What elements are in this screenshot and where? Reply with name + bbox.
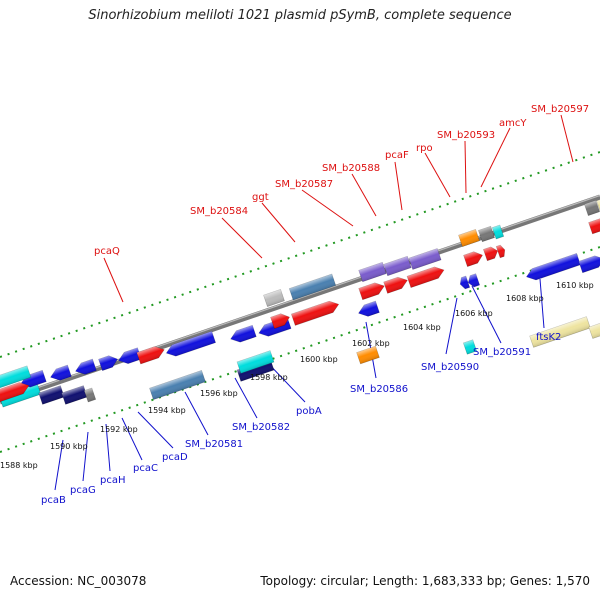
gene-feature-gray bbox=[83, 387, 97, 403]
gene-label-upper: rpo bbox=[416, 143, 433, 154]
gene-feature-red bbox=[463, 251, 483, 267]
gene-feature-purple bbox=[383, 255, 412, 277]
scale-tick-label: 1608 kbp bbox=[506, 294, 544, 303]
scale-tick-label: 1590 kbp bbox=[50, 442, 88, 451]
gene-feature-red bbox=[358, 282, 385, 301]
gene-features bbox=[0, 193, 600, 408]
scale-tick-label: 1596 kbp bbox=[200, 389, 238, 398]
gene-feature-red bbox=[588, 218, 600, 235]
gene-labels: pcaQ SM_b20584 ggt SM_b20587 SM_b20588 pcaF rp… bbox=[41, 104, 589, 506]
gene-feature-cyan bbox=[491, 224, 505, 240]
scale-tick-label: 1606 kbp bbox=[455, 309, 493, 318]
summary-text: Topology: circular; Length: 1,683,333 bp… bbox=[260, 574, 590, 588]
gene-feature-blue bbox=[118, 347, 142, 364]
gene-label-upper: pcaF bbox=[385, 150, 409, 161]
gene-feature-red bbox=[483, 246, 499, 262]
gene-label-upper: SM_b20587 bbox=[275, 179, 333, 190]
gene-feature-gray bbox=[584, 200, 600, 216]
gene-label-lower: SM_b20586 bbox=[350, 384, 408, 395]
scale-tick-label: 1604 kbp bbox=[403, 323, 441, 332]
gene-feature-navy bbox=[61, 385, 88, 405]
gene-feature-khaki bbox=[596, 193, 600, 213]
gene-label-lower: SM_b20582 bbox=[232, 422, 290, 433]
gene-feature-khaki bbox=[529, 316, 591, 348]
gene-label-lower: ftsK2 bbox=[536, 332, 561, 343]
gene-feature-cyan bbox=[236, 350, 275, 374]
scale-tick-label: 1600 kbp bbox=[300, 355, 338, 364]
map-title: Sinorhizobium meliloti 1021 plasmid pSym… bbox=[88, 8, 512, 23]
gene-feature-navy bbox=[38, 385, 65, 405]
gene-feature-steelblue bbox=[149, 370, 206, 400]
gene-label-upper: SM_b20584 bbox=[190, 206, 248, 217]
gene-label-upper: SM_b20593 bbox=[437, 130, 495, 141]
gene-feature-blue bbox=[358, 300, 380, 317]
gene-feature-cyan bbox=[0, 365, 32, 391]
gene-label-upper: ggt bbox=[252, 192, 269, 203]
scale-tick-label: 1610 kbp bbox=[556, 281, 594, 290]
gene-feature-blue bbox=[50, 364, 72, 381]
upper-tick-guide bbox=[0, 151, 600, 358]
accession-text: Accession: NC_003078 bbox=[10, 574, 147, 588]
gene-feature-red bbox=[136, 346, 165, 365]
gene-feature-blue bbox=[526, 253, 581, 281]
gene-label-upper: pcaQ bbox=[94, 246, 120, 257]
gene-label-lower: pcaD bbox=[162, 452, 188, 463]
gene-feature-red bbox=[383, 276, 408, 294]
scale-tick-label: 1588 kbp bbox=[0, 461, 38, 470]
gene-label-lower: pobA bbox=[296, 406, 322, 417]
lower-tick-guide bbox=[0, 246, 600, 453]
gene-feature-red bbox=[0, 382, 30, 405]
gene-feature-red bbox=[495, 244, 506, 259]
gene-label-upper: amcY bbox=[499, 118, 527, 129]
scale-tick-label: 1594 kbp bbox=[148, 406, 186, 415]
gene-label-lower: pcaC bbox=[133, 463, 158, 474]
gene-feature-blue bbox=[165, 330, 216, 357]
gene-label-lower: pcaB bbox=[41, 495, 66, 506]
gene-feature-blue bbox=[230, 324, 257, 343]
scale-tick-label: 1598 kbp bbox=[250, 373, 288, 382]
gene-feature-red bbox=[290, 300, 340, 326]
gene-feature-steelblue bbox=[288, 273, 337, 301]
gene-label-lower: SM_b20591 bbox=[473, 347, 531, 358]
scale-tick-label: 1602 kbp bbox=[352, 339, 390, 348]
gene-feature-blue bbox=[75, 358, 97, 375]
scale-labels: 1588 kbp 1590 kbp 1592 kbp 1594 kbp 1596 kbp… bbox=[0, 281, 594, 470]
gene-feature-lightgray bbox=[263, 289, 285, 307]
gene-feature-blue bbox=[459, 275, 471, 290]
gene-feature-blue bbox=[467, 273, 481, 288]
gene-feature-purple bbox=[358, 261, 387, 283]
gene-label-upper: SM_b20588 bbox=[322, 163, 380, 174]
gene-feature-cyan bbox=[462, 339, 478, 355]
gene-feature-gray bbox=[478, 225, 495, 243]
gene-label-lower: pcaH bbox=[100, 475, 126, 486]
gene-label-lower: SM_b20590 bbox=[421, 362, 479, 373]
gene-feature-purple bbox=[408, 248, 442, 270]
scale-tick-label: 1592 kbp bbox=[100, 425, 138, 434]
gene-feature-blue bbox=[578, 255, 600, 274]
gene-feature-khaki bbox=[588, 317, 600, 339]
gene-label-lower: pcaG bbox=[70, 485, 96, 496]
gene-feature-orange bbox=[458, 229, 480, 247]
gene-feature-red bbox=[406, 266, 445, 289]
gene-label-lower: SM_b20581 bbox=[185, 439, 243, 450]
gene-feature-red bbox=[270, 313, 290, 329]
gene-feature-orange bbox=[356, 345, 380, 365]
gene-label-upper: SM_b20597 bbox=[531, 104, 589, 115]
gene-feature-blue bbox=[98, 355, 118, 371]
